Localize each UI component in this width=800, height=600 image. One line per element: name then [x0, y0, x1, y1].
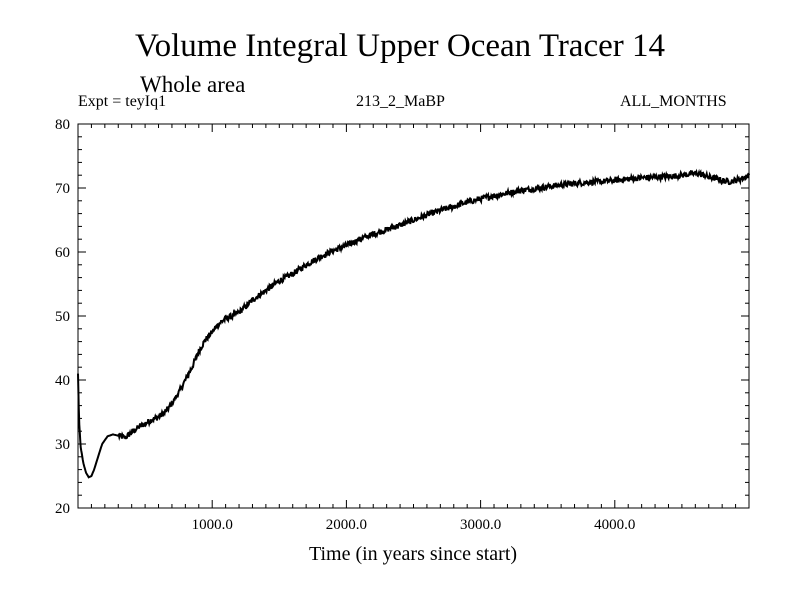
- y-tick-label: 20: [55, 501, 70, 517]
- chart-subtitle: Whole area: [140, 72, 246, 97]
- series-line: [77, 168, 750, 479]
- y-tick-label: 50: [55, 309, 70, 325]
- plot-frame: [77, 123, 750, 509]
- y-tick-label: 80: [55, 117, 70, 133]
- y-tick-label: 40: [55, 373, 70, 389]
- chart-title: Volume Integral Upper Ocean Tracer 14: [135, 28, 665, 64]
- axis-ticks: 1000.0 2000.0 3000.0 4000.0 20 30 40 50 60 70 80: [55, 117, 749, 533]
- y-tick-label: 60: [55, 245, 70, 261]
- months-label: ALL_MONTHS: [620, 93, 727, 110]
- x-tick-label: 3000.0: [460, 517, 501, 533]
- experiment-label: Expt = teyIq1: [78, 93, 167, 110]
- x-axis-label: Time (in years since start): [308, 543, 518, 565]
- x-tick-label: 4000.0: [594, 517, 635, 533]
- x-tick-label: 1000.0: [192, 517, 233, 533]
- y-tick-label: 70: [55, 181, 70, 197]
- x-tick-label: 2000.0: [326, 517, 367, 533]
- run-label: 213_2_MaBP: [356, 93, 445, 110]
- y-tick-label: 30: [55, 437, 70, 453]
